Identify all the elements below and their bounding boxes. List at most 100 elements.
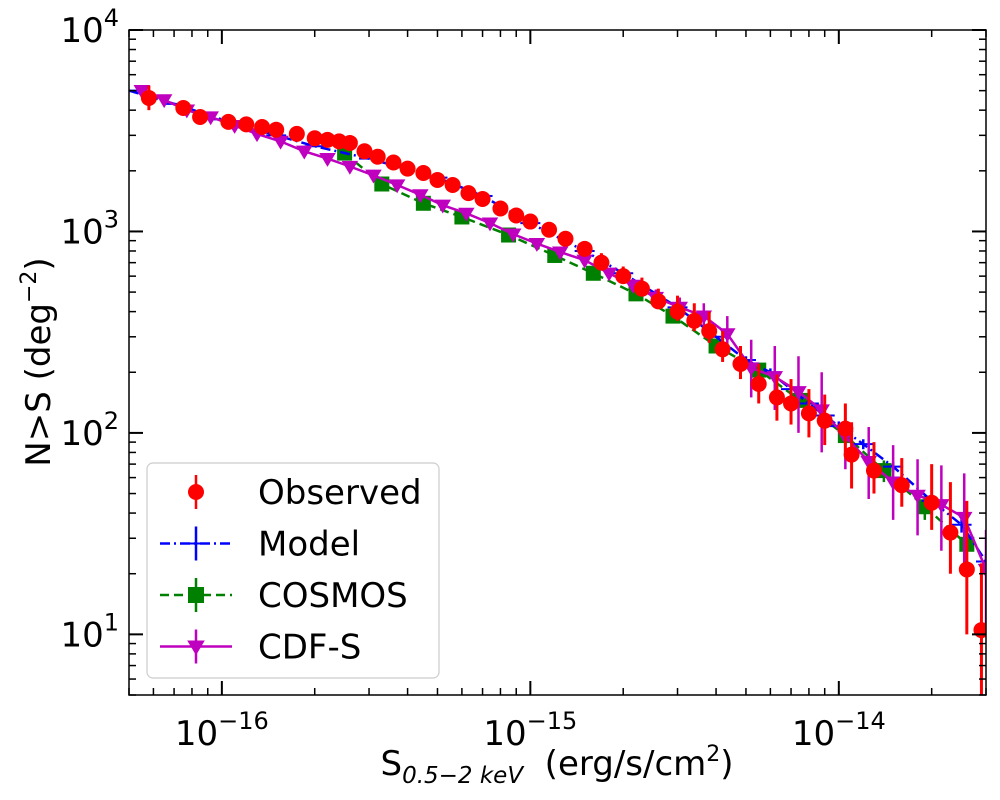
observed-point <box>474 190 491 207</box>
y-tick-label: 101 <box>60 608 119 655</box>
observed-point <box>192 108 209 125</box>
observed-point <box>254 118 271 135</box>
observed-point <box>238 116 255 133</box>
cdf-s-point <box>388 179 406 194</box>
cdf-s-point <box>296 145 313 160</box>
observed-point <box>783 395 800 412</box>
observed-point <box>750 375 767 392</box>
observed-point <box>522 213 539 230</box>
cdf-s-point <box>434 199 451 214</box>
observed-point <box>444 177 461 194</box>
cdf-s-point <box>341 160 359 175</box>
cdf-s-point <box>365 169 382 184</box>
y-tick-label: 102 <box>60 407 119 454</box>
series-observed <box>140 85 986 695</box>
plot-frame <box>128 29 987 696</box>
cdf-s-point <box>600 267 618 282</box>
observed-point <box>288 125 305 142</box>
observed-point <box>973 622 986 639</box>
observed-point <box>429 172 446 189</box>
observed-point <box>714 341 731 358</box>
cdf-s-point <box>576 254 593 269</box>
model-line <box>129 89 986 563</box>
legend-marker <box>188 587 204 603</box>
observed-point <box>385 154 402 171</box>
observed-point <box>268 121 285 138</box>
legend-marker <box>187 640 205 656</box>
cdf-s-point <box>412 189 429 204</box>
observed-point <box>650 293 667 310</box>
cdf-s-point <box>528 238 546 252</box>
cdf-s-point <box>272 135 289 150</box>
x-axis-units-sup: 2 <box>706 742 720 767</box>
observed-point <box>615 268 632 285</box>
y-tick-label: 103 <box>60 205 119 252</box>
observed-point <box>843 446 860 463</box>
x-axis-units-end: ) <box>720 744 733 784</box>
y-tick-label: 104 <box>60 4 119 51</box>
cdf-s-point <box>955 511 973 526</box>
x-tick-label: 10−15 <box>483 707 577 754</box>
legend-entry-cosmos: COSMOS <box>160 576 408 616</box>
observed-point <box>593 254 610 271</box>
observed-point <box>800 405 817 422</box>
legend-entry-model: Model <box>160 525 360 565</box>
tick-labels: 10−16 10−15 10−14 101 102 103 104 <box>60 4 885 754</box>
legend-label: Observed <box>258 473 422 513</box>
x-axis-title: S0.5−2 keV (erg/s/cm2) <box>380 742 733 789</box>
cdf-s-point <box>909 489 926 504</box>
observed-point <box>633 280 650 297</box>
observed-point <box>399 160 416 177</box>
y-axis-sup: −2 <box>17 271 42 303</box>
axis-ticks <box>128 29 987 696</box>
observed-point <box>557 230 574 247</box>
y-axis-title: N>S (deg−2) <box>17 257 59 466</box>
observed-point <box>341 134 358 151</box>
legend-box <box>146 462 440 679</box>
cdf-s-point <box>133 85 151 99</box>
observed-point <box>837 420 854 437</box>
observed-point <box>732 355 749 372</box>
x-axis-symbol: S <box>380 744 402 784</box>
cosmos-point <box>585 265 601 281</box>
legend-label: Model <box>258 525 360 565</box>
x-tick-label: 10−14 <box>792 707 886 754</box>
observed-point <box>686 312 703 329</box>
cdf-s-point <box>481 217 499 232</box>
cdf-s-point <box>766 371 784 385</box>
x-axis-units: (erg/s/cm <box>523 744 706 784</box>
legend: Observed Model COSMOS CDF-S <box>146 462 440 679</box>
cdf-s-point <box>504 228 522 243</box>
observed-point <box>508 207 525 224</box>
observed-point <box>175 100 192 117</box>
observed-point <box>958 561 975 578</box>
legend-marker <box>188 484 204 500</box>
observed-point <box>816 412 833 429</box>
observed-point <box>669 303 686 320</box>
observed-point <box>576 240 593 257</box>
observed-point <box>220 113 237 130</box>
x-axis-band: 0.5−2 keV <box>402 763 525 789</box>
observed-point <box>541 221 558 238</box>
cdf-s-point <box>458 207 475 222</box>
y-axis-end: ) <box>19 257 59 270</box>
legend-entry-cdf-s: CDF-S <box>160 628 361 668</box>
x-tick-label: 10−16 <box>175 707 269 754</box>
observed-point <box>492 200 509 217</box>
legend-label: CDF-S <box>258 628 361 668</box>
observed-point <box>356 143 373 160</box>
observed-point <box>369 148 386 165</box>
observed-point <box>415 165 432 182</box>
cdf-s-point <box>551 246 569 261</box>
observed-point <box>768 389 785 406</box>
observed-point <box>460 185 477 202</box>
observed-point <box>865 462 882 479</box>
observed-point <box>942 524 959 541</box>
observed-point <box>319 131 336 148</box>
cdf-s-point <box>319 152 336 167</box>
observed-point <box>140 89 157 106</box>
observed-point <box>893 477 910 494</box>
observed-point <box>701 323 718 340</box>
plot-area <box>129 85 986 695</box>
